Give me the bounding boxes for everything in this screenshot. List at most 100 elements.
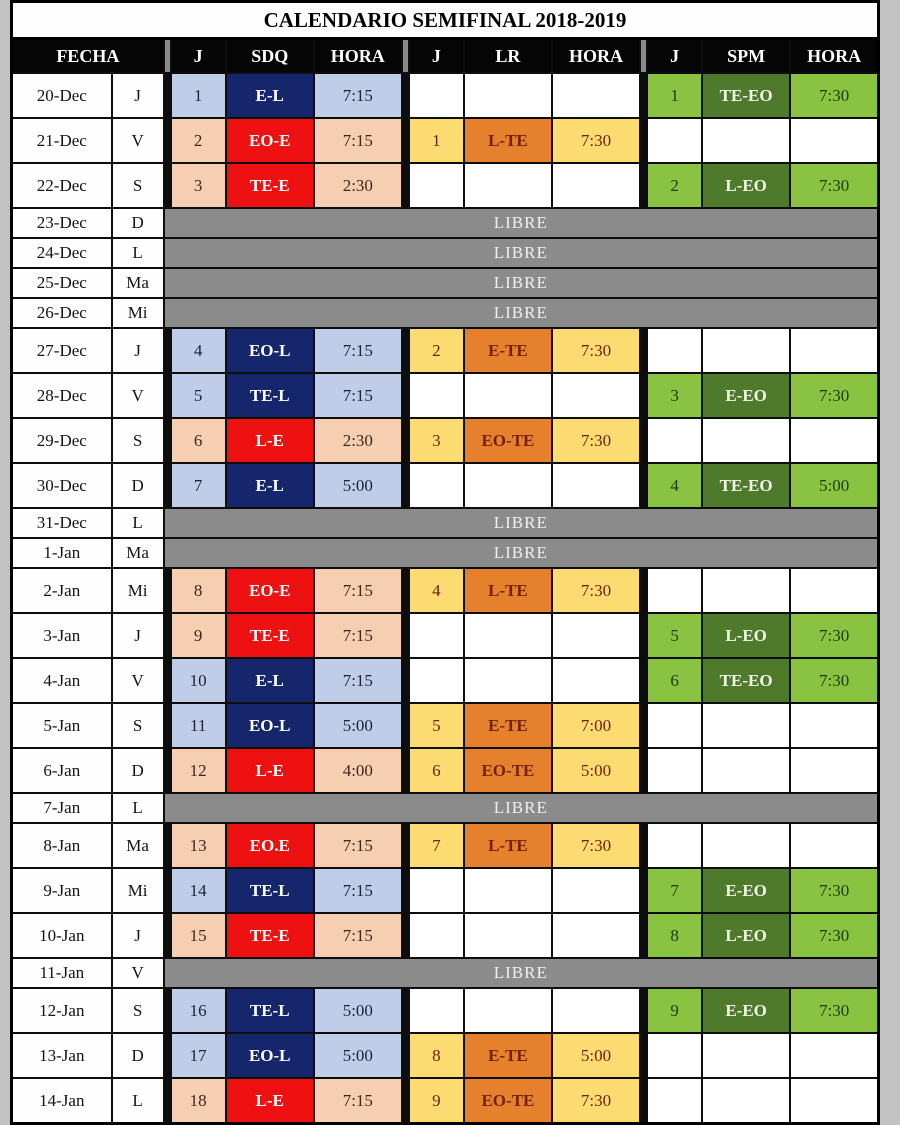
hora-cell: 7:30: [789, 612, 880, 659]
group-separator: [162, 822, 172, 869]
matchup-cell: TE-L: [224, 372, 315, 419]
matchup-cell: EO-L: [224, 702, 315, 749]
table-row: 5-Jan S 11 EO-L 5:00 5 E-TE 7:00: [10, 702, 880, 749]
page-title: CALENDARIO SEMIFINAL 2018-2019: [10, 0, 880, 40]
game-number-cell: 8: [646, 912, 704, 959]
day-cell: Ma: [110, 822, 165, 869]
empty-cell: [462, 462, 553, 509]
libre-cell: LIBRE: [162, 267, 880, 299]
date-cell: 22-Dec: [10, 162, 113, 209]
group-separator: [639, 1032, 649, 1079]
empty-cell: [789, 1032, 880, 1079]
date-cell: 29-Dec: [10, 417, 113, 464]
group-separator: [639, 372, 649, 419]
date-cell: 24-Dec: [10, 237, 113, 269]
group-separator: [400, 1077, 410, 1125]
matchup-cell: TE-EO: [701, 462, 792, 509]
schedule-body: 20-Dec J 1 E-L 7:15 1 TE-EO 7:30 21-Dec V 2 EO-E 7:1…: [10, 72, 880, 1125]
group-separator: [400, 162, 410, 209]
game-number-cell: 9: [646, 987, 704, 1034]
empty-cell: [550, 462, 642, 509]
empty-cell: [701, 822, 792, 869]
matchup-cell: E-TE: [462, 702, 553, 749]
date-cell: 1-Jan: [10, 537, 113, 569]
empty-cell: [701, 747, 792, 794]
hora-cell: 7:30: [789, 72, 880, 119]
matchup-cell: E-TE: [462, 1032, 553, 1079]
group-separator: [639, 747, 649, 794]
hora-cell: 7:30: [550, 327, 642, 374]
date-cell: 30-Dec: [10, 462, 113, 509]
empty-cell: [701, 702, 792, 749]
group-separator: [162, 612, 172, 659]
libre-cell: LIBRE: [162, 297, 880, 329]
group-separator: [162, 567, 172, 614]
group-separator: [162, 327, 172, 374]
group-separator: [639, 702, 649, 749]
group-separator: [162, 417, 172, 464]
group-separator: [400, 822, 410, 869]
table-row: 12-Jan S 16 TE-L 5:00 9 E-EO 7:30: [10, 987, 880, 1034]
matchup-cell: EO-TE: [462, 1077, 553, 1125]
hora-cell: 7:30: [789, 987, 880, 1034]
group-separator: [162, 657, 172, 704]
table-row: 4-Jan V 10 E-L 7:15 6 TE-EO 7:30: [10, 657, 880, 704]
matchup-cell: E-EO: [701, 867, 792, 914]
game-number-cell: 4: [646, 462, 704, 509]
matchup-cell: EO-E: [224, 117, 315, 164]
hora-cell: 7:30: [789, 657, 880, 704]
game-number-cell: 7: [169, 462, 227, 509]
hora-cell: 7:15: [312, 657, 403, 704]
table-row: 11-Jan V LIBRE: [10, 957, 880, 989]
date-cell: 3-Jan: [10, 612, 113, 659]
matchup-cell: E-TE: [462, 327, 553, 374]
matchup-cell: EO-TE: [462, 747, 553, 794]
game-number-cell: 9: [169, 612, 227, 659]
empty-cell: [789, 747, 880, 794]
empty-cell: [789, 327, 880, 374]
date-cell: 21-Dec: [10, 117, 113, 164]
game-number-cell: 9: [407, 1077, 465, 1125]
game-number-cell: 3: [407, 417, 465, 464]
date-cell: 28-Dec: [10, 372, 113, 419]
empty-cell: [550, 987, 642, 1034]
group-separator: [162, 462, 172, 509]
table-row: 26-Dec Mi LIBRE: [10, 297, 880, 329]
hora-cell: 5:00: [312, 1032, 403, 1079]
date-cell: 20-Dec: [10, 72, 113, 119]
hora-cell: 7:15: [312, 912, 403, 959]
matchup-cell: TE-E: [224, 162, 315, 209]
hora-cell: 7:15: [312, 327, 403, 374]
libre-cell: LIBRE: [162, 207, 880, 239]
hora-cell: 7:15: [312, 822, 403, 869]
day-cell: J: [110, 72, 165, 119]
group-separator: [400, 37, 410, 74]
hora-cell: 7:15: [312, 612, 403, 659]
day-cell: L: [110, 792, 165, 824]
table-row: 29-Dec S 6 L-E 2:30 3 EO-TE 7:30: [10, 417, 880, 464]
matchup-cell: EO.E: [224, 822, 315, 869]
date-cell: 5-Jan: [10, 702, 113, 749]
empty-cell: [789, 822, 880, 869]
libre-cell: LIBRE: [162, 507, 880, 539]
empty-cell: [701, 327, 792, 374]
hora-cell: 7:30: [550, 117, 642, 164]
empty-cell: [789, 702, 880, 749]
matchup-cell: L-EO: [701, 912, 792, 959]
matchup-cell: E-L: [224, 462, 315, 509]
empty-cell: [646, 1077, 704, 1125]
date-cell: 6-Jan: [10, 747, 113, 794]
day-cell: D: [110, 1032, 165, 1079]
empty-cell: [646, 702, 704, 749]
hora-cell: 7:30: [550, 417, 642, 464]
empty-cell: [407, 657, 465, 704]
title-row: CALENDARIO SEMIFINAL 2018-2019: [10, 0, 880, 40]
empty-cell: [462, 72, 553, 119]
group-separator: [162, 702, 172, 749]
day-cell: J: [110, 327, 165, 374]
game-number-cell: 2: [646, 162, 704, 209]
game-number-cell: 13: [169, 822, 227, 869]
date-cell: 26-Dec: [10, 297, 113, 329]
table-row: 24-Dec L LIBRE: [10, 237, 880, 269]
